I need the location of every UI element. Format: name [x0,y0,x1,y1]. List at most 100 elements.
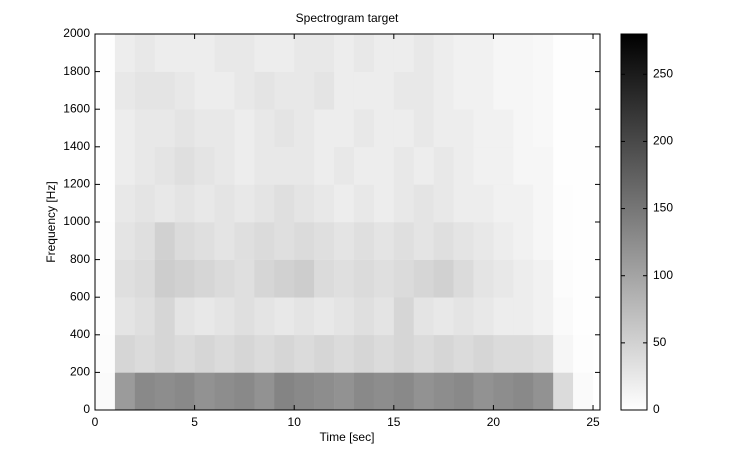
cell [413,297,434,336]
cell [353,109,375,148]
cell [453,71,474,110]
cell [174,71,195,110]
cell [214,184,235,223]
cell [493,222,514,260]
cell [573,34,594,72]
cell [373,372,395,411]
cell [373,34,395,72]
cell [314,109,335,148]
cell [214,222,235,260]
cell [553,184,574,223]
cell [433,222,454,260]
colorbar-tick-label: 0 [653,402,660,416]
cell [393,372,415,411]
cell [413,109,434,148]
cell [553,222,574,260]
cell [114,259,136,298]
cell [453,34,474,72]
cell [294,34,315,72]
cell [174,184,195,223]
cell [573,109,594,148]
y-tick-label: 1800 [63,64,90,78]
cell [353,297,375,336]
cell [413,71,434,110]
cell [513,334,534,373]
cell [314,146,335,185]
cell [314,297,335,336]
chart-title: Spectrogram target [296,11,399,25]
cell [154,184,175,223]
cell [254,372,275,411]
cell [473,259,494,298]
cell [453,334,474,373]
cell [174,259,195,298]
cell [114,34,136,72]
cell [294,109,315,148]
cell [274,71,295,110]
cell [274,297,295,336]
cell [533,184,554,223]
cell [573,146,594,185]
cell [254,222,275,260]
cell [95,184,116,223]
cell [234,334,255,373]
cell [334,34,355,72]
cell [334,184,355,223]
cell [294,71,315,110]
y-tick-label: 1600 [63,101,90,115]
cell [473,34,494,72]
cell [314,71,335,110]
cell [533,372,554,411]
cell [314,184,335,223]
cell [174,109,195,148]
cell [214,372,235,411]
cell [95,34,116,72]
x-axis-label: Time [sec] [320,430,375,444]
cell [533,146,554,185]
cell [194,259,215,298]
cell [553,297,574,336]
cell [314,372,335,411]
cell [294,222,315,260]
cell [234,259,255,298]
cell [294,372,315,411]
cell [413,34,434,72]
x-tick-label: 10 [288,415,302,429]
cell [513,372,534,411]
cell [274,222,295,260]
cell [533,222,554,260]
y-tick-label: 400 [70,327,90,341]
cell [334,109,355,148]
cell [573,184,594,223]
cell [393,184,415,223]
cell [274,146,295,185]
cell [533,109,554,148]
cell [114,109,136,148]
cell [294,259,315,298]
cell [174,297,195,336]
x-tick-label: 5 [191,415,198,429]
cell [433,184,454,223]
cell [453,259,474,298]
cell [214,71,235,110]
cell [573,222,594,260]
cell [513,259,534,298]
cell [134,184,156,223]
cell [334,259,355,298]
cell [254,334,275,373]
cell [473,297,494,336]
cell [433,71,454,110]
cell [433,109,454,148]
cell [533,34,554,72]
cell [413,334,434,373]
cell [154,372,175,411]
cell [154,297,175,336]
cell [493,184,514,223]
cell [114,297,136,336]
cell [393,259,415,298]
cell [114,146,136,185]
cell [413,184,434,223]
cell [294,297,315,336]
cell [473,372,494,411]
cell [493,334,514,373]
